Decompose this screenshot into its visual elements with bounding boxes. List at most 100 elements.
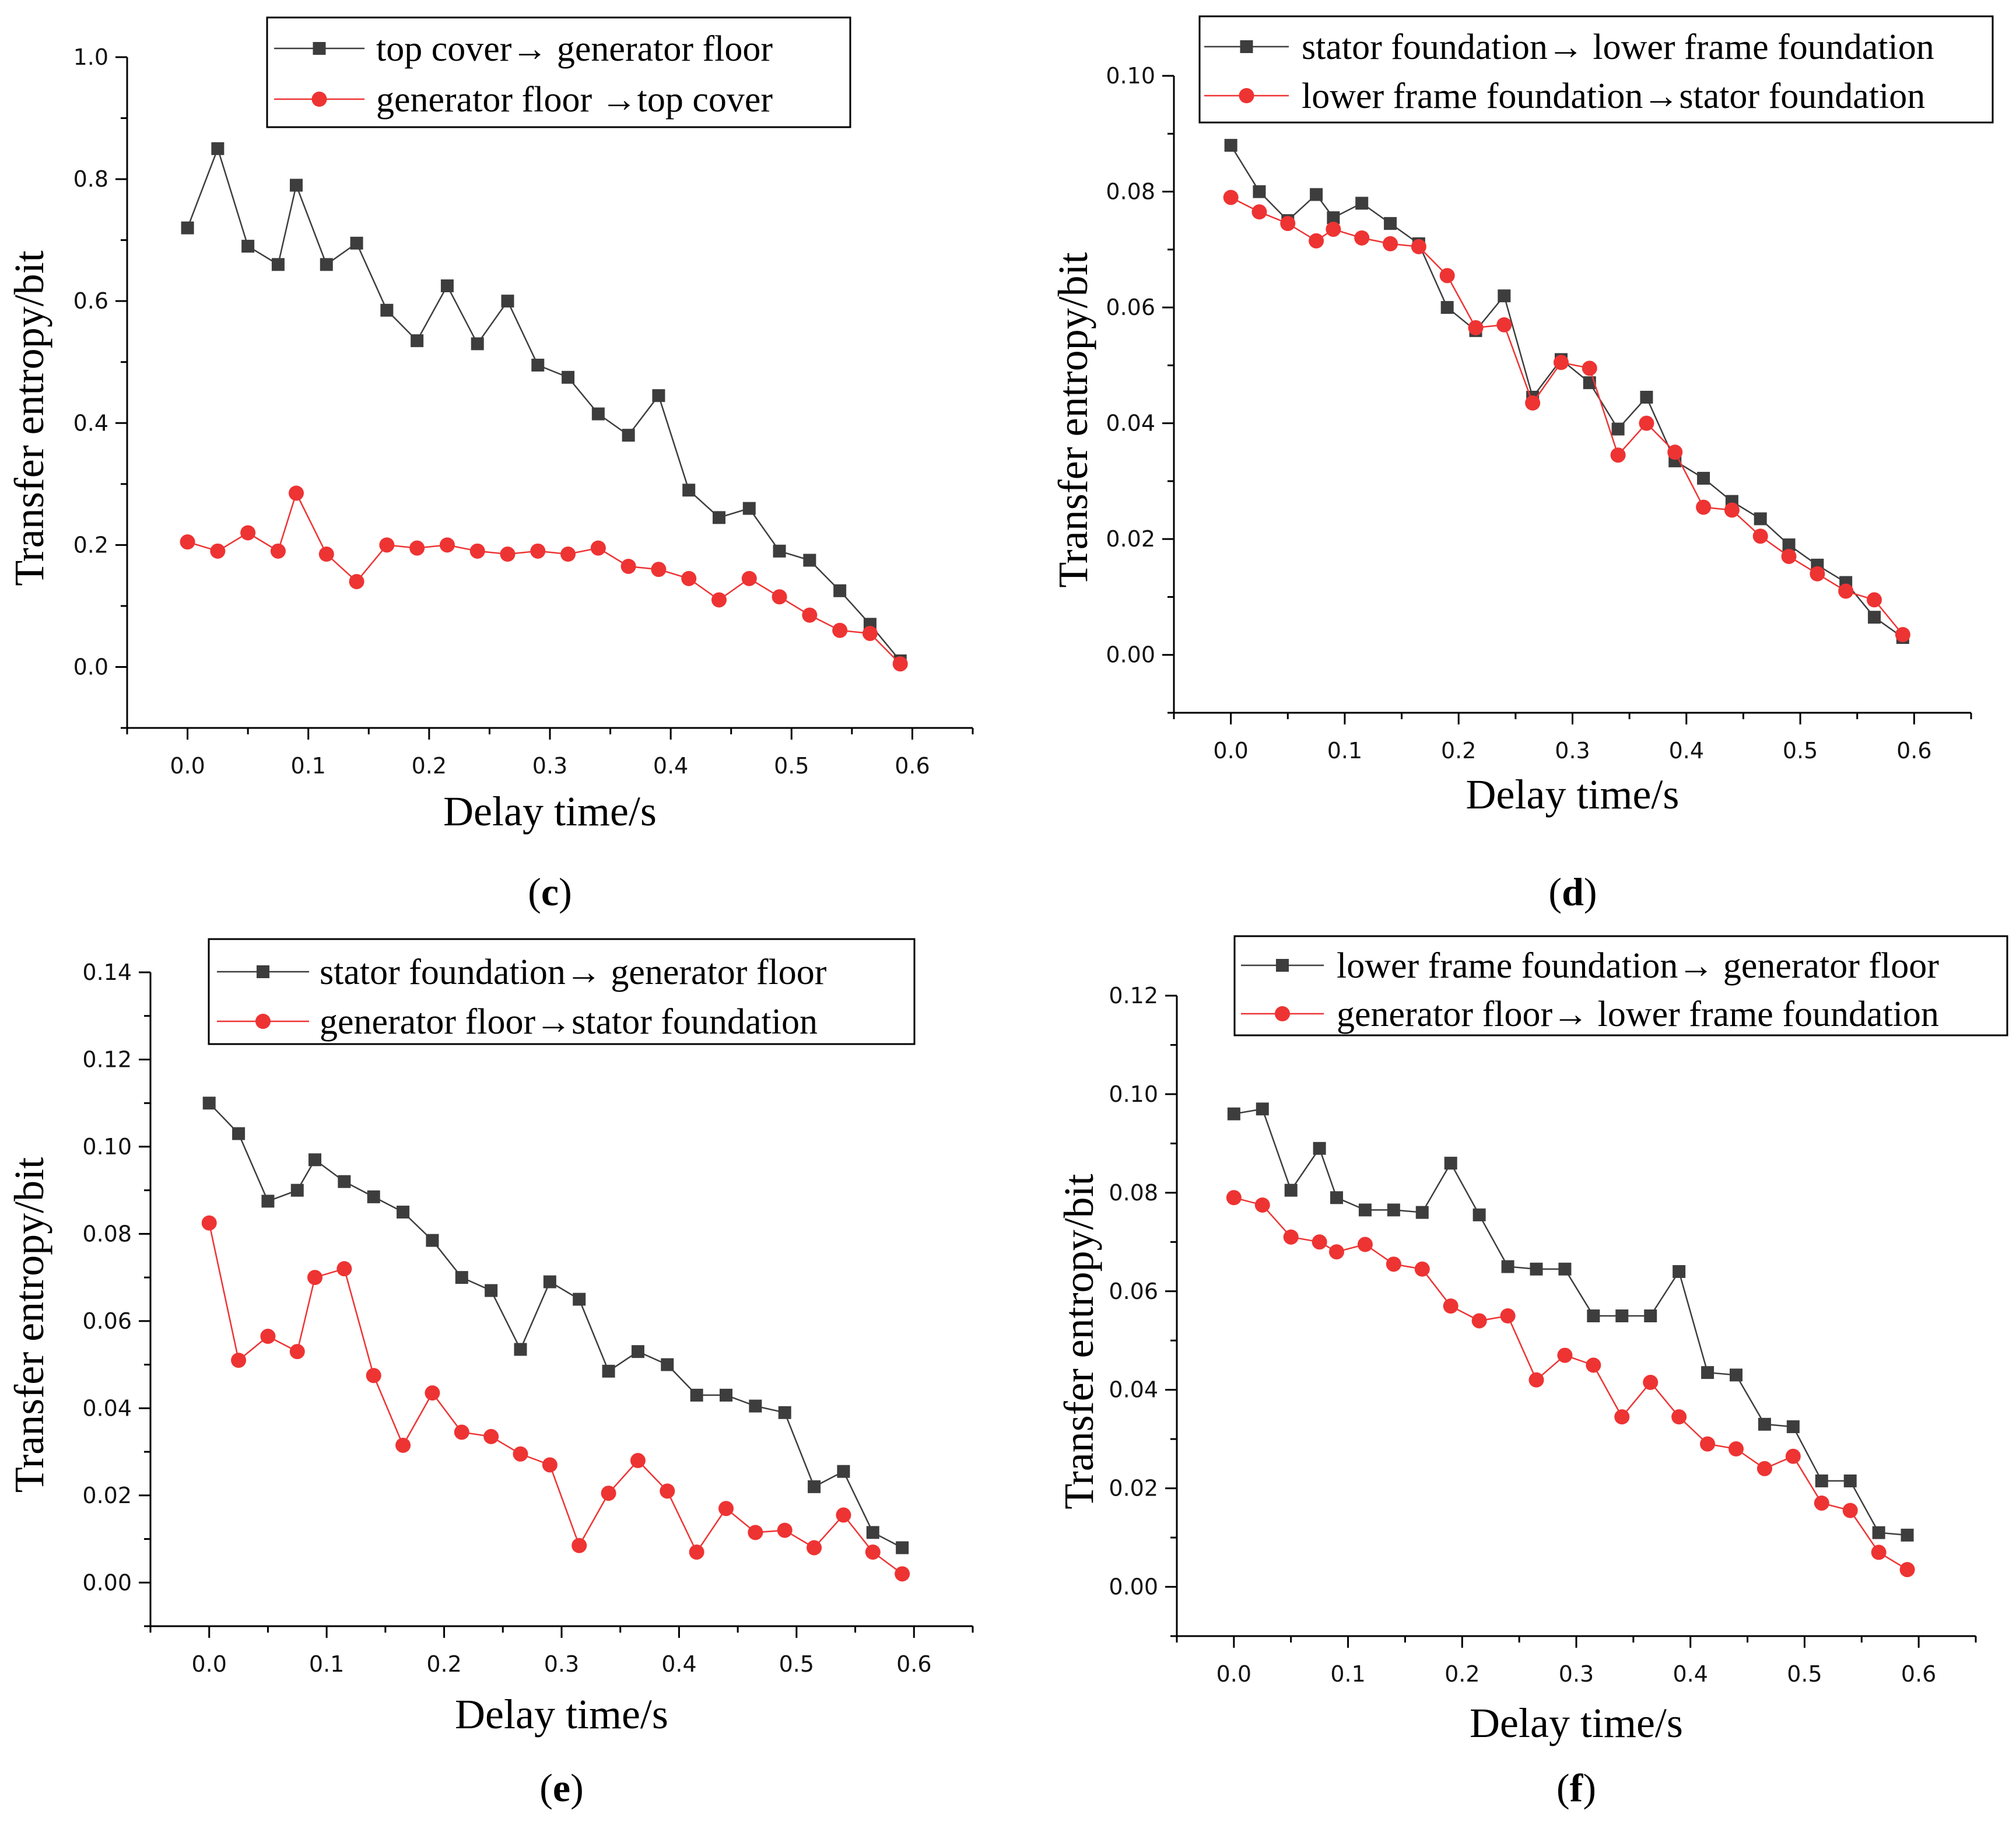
data-point-square [308, 1153, 321, 1167]
data-point-circle [651, 562, 667, 577]
x-tick-label: 0.1 [309, 1651, 344, 1677]
legend-marker-1 [311, 92, 327, 107]
y-tick-label: 0.04 [1109, 1377, 1158, 1403]
x-tick-label: 0.2 [426, 1651, 461, 1677]
data-point-circle [748, 1525, 763, 1540]
data-point-square [211, 142, 225, 155]
data-point-square [652, 389, 665, 402]
data-point-circle [1557, 1347, 1573, 1363]
data-point-square [573, 1293, 586, 1306]
data-point-square [866, 1526, 879, 1539]
data-point-circle [1814, 1495, 1829, 1511]
data-point-square [290, 1183, 304, 1197]
legend-box [1233, 935, 2008, 1036]
data-point-square [1758, 1417, 1771, 1431]
data-point-square [1387, 1203, 1400, 1217]
data-point-circle [1696, 499, 1712, 515]
y-axis-title: Transfer entropy/bit [6, 1157, 52, 1493]
legend-box [1198, 15, 1994, 124]
y-tick-label: 0.00 [1109, 1574, 1158, 1600]
data-point-circle [1582, 360, 1597, 376]
data-point-circle [689, 1544, 704, 1560]
data-point-circle [865, 1544, 881, 1560]
series-line-0 [1233, 1108, 1908, 1536]
legend-label-0: lower frame foundation→ generator floor [1337, 946, 1939, 986]
x-tick-label: 0.3 [1559, 1661, 1594, 1687]
y-tick-label: 0.10 [1109, 1081, 1158, 1107]
x-tick-label: 0.3 [532, 753, 567, 779]
data-point-square [1701, 1366, 1715, 1379]
x-tick-label: 0.5 [1783, 738, 1818, 764]
data-point-circle [210, 543, 226, 559]
data-point-circle [1309, 233, 1324, 248]
data-point-circle [180, 534, 195, 550]
data-point-circle [513, 1446, 528, 1462]
data-point-circle [1283, 1229, 1299, 1245]
chart-panel-d: 0.00 0.02 0.04 0.06 0.08 0.10 0.0 0.1 0.2 0.3 0.4 0… [1050, 15, 1994, 914]
data-point-circle [1756, 1461, 1772, 1476]
data-point-square [1786, 1420, 1800, 1434]
data-point-circle [318, 547, 334, 562]
data-point-circle [1500, 1308, 1516, 1323]
chart-panel-e: 0.00 0.02 0.04 0.06 0.08 0.10 0.12 0.14 0.0 0.1 0.… [6, 938, 974, 1810]
data-point-square [749, 1399, 762, 1413]
data-point-square [713, 511, 725, 524]
data-point-circle [425, 1385, 440, 1401]
data-point-square [1355, 197, 1369, 210]
data-point-circle [1610, 447, 1626, 463]
data-point-circle [1553, 355, 1569, 370]
data-point-circle [1525, 395, 1541, 411]
data-point-square [1501, 1260, 1514, 1273]
data-point-circle [1411, 239, 1426, 254]
x-tick-label: 0.6 [896, 1651, 931, 1677]
data-point-circle [1414, 1261, 1430, 1277]
legend-marker-1 [255, 1014, 271, 1029]
data-point-square [1227, 1107, 1240, 1120]
data-point-circle [1383, 236, 1398, 251]
data-point-square [1415, 1206, 1429, 1219]
data-point-circle [379, 537, 395, 553]
y-tick-label: 0.8 [73, 166, 108, 192]
data-point-circle [1329, 1244, 1344, 1260]
legend-label-0: stator foundation→ lower frame foundatio… [1302, 27, 1934, 67]
data-point-square [1872, 1526, 1885, 1539]
data-point-circle [1614, 1409, 1630, 1425]
y-tick-label: 0.02 [1106, 526, 1155, 552]
x-tick-label: 0.6 [1896, 738, 1931, 764]
data-point-circle [832, 622, 848, 638]
x-axis-title: Delay time/s [455, 1691, 668, 1738]
data-point-square [514, 1343, 527, 1356]
y-tick-label: 1.0 [73, 44, 108, 70]
data-point-circle [231, 1353, 247, 1368]
data-point-circle [201, 1215, 217, 1231]
data-point-square [1330, 1191, 1343, 1204]
data-point-square [1644, 1309, 1657, 1322]
chart-panel-f: 0.00 0.02 0.04 0.06 0.08 0.10 0.12 0.0 0.1 0.2 0.3… [1056, 935, 2008, 1810]
data-point-circle [590, 540, 606, 556]
data-point-square [690, 1388, 703, 1402]
data-point-circle [1867, 592, 1882, 608]
legend-marker-0 [313, 42, 326, 55]
data-point-square [1440, 301, 1454, 314]
data-point-circle [1443, 1298, 1458, 1314]
data-point-square [778, 1406, 791, 1419]
data-point-circle [366, 1368, 381, 1384]
data-point-square [531, 358, 545, 372]
series-line-0 [187, 146, 901, 661]
y-axis-title: Transfer entropy/bit [1050, 252, 1096, 587]
data-point-circle [630, 1453, 646, 1469]
data-point-square [202, 1097, 216, 1110]
data-point-circle [1251, 204, 1267, 220]
data-point-circle [862, 625, 878, 641]
data-point-circle [1700, 1436, 1716, 1452]
data-point-square [426, 1234, 439, 1247]
data-point-square [271, 258, 285, 271]
y-tick-label: 0.06 [82, 1308, 132, 1334]
legend-box [208, 938, 916, 1045]
data-point-square [1868, 611, 1881, 624]
legend-label-1: generator floor→ lower frame foundation [1337, 994, 1939, 1034]
data-point-square [290, 178, 303, 192]
data-point-circle [1639, 415, 1654, 431]
data-point-square [320, 258, 333, 271]
data-point-circle [469, 543, 485, 559]
